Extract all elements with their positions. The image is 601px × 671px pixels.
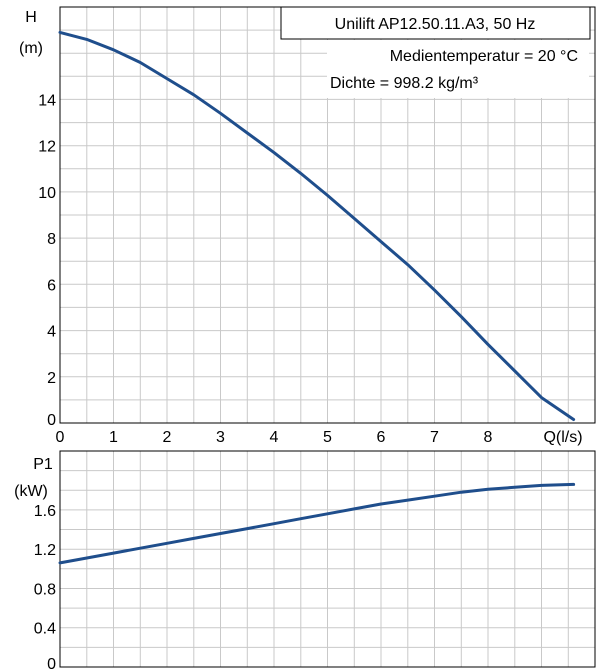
y-tick-label: 12 [38, 139, 56, 156]
power-curve [58, 482, 576, 565]
y-tick-label: 8 [47, 231, 56, 248]
x-tick-label: 2 [163, 429, 172, 446]
y-tick-label: 4 [47, 324, 56, 341]
power-axis-unit: (kW) [14, 483, 48, 500]
annotation-background [327, 40, 589, 98]
head-axis-label: H [25, 9, 37, 26]
x-tick-label: 0 [56, 429, 65, 446]
power-grid [59, 450, 596, 668]
y-tick-label: 2 [47, 370, 56, 387]
y-tick-label: 0.4 [34, 621, 56, 638]
head-curve [58, 30, 576, 421]
y-tick-label: 10 [38, 185, 56, 202]
medium-temperature-note: Medientemperatur = 20 °C [390, 48, 578, 65]
power-axis-label: P1 [33, 456, 53, 473]
y-tick-label: 0.8 [34, 582, 56, 599]
y-tick-label: 0 [47, 412, 56, 429]
chart-title-box [280, 6, 591, 40]
flow-axis-label: Q(l/s) [543, 429, 582, 446]
x-tick-label: 6 [377, 429, 386, 446]
y-tick-label: 0 [47, 656, 56, 671]
x-tick-label: 1 [109, 429, 118, 446]
power-tick-labels: 0 0.4 0.8 1.2 1.6 [34, 503, 56, 671]
x-tick-label: 5 [323, 429, 332, 446]
x-tick-label: 4 [270, 429, 279, 446]
x-tick-label: 8 [484, 429, 493, 446]
y-tick-label: 1.6 [34, 503, 56, 520]
density-note: Dichte = 998.2 kg/m³ [330, 75, 479, 92]
head-axis-unit: (m) [19, 40, 43, 57]
y-tick-label: 6 [47, 277, 56, 294]
y-tick-label: 1.2 [34, 542, 56, 559]
plot-frame [59, 450, 596, 668]
x-tick-label: 3 [216, 429, 225, 446]
chart-title: Unilift AP12.50.11.A3, 50 Hz [335, 16, 536, 33]
power-curve-chart: 0 0.4 0.8 1.2 1.6 P1 (kW) [14, 450, 596, 671]
x-tick-label: 7 [430, 429, 439, 446]
y-tick-label: 14 [38, 92, 56, 109]
